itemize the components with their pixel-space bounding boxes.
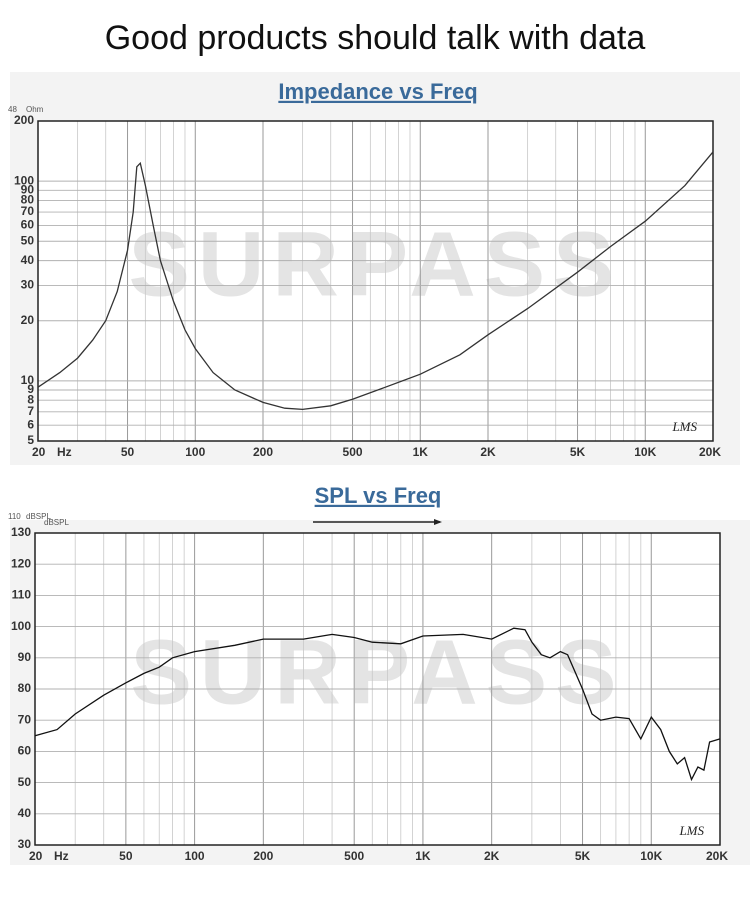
title: Impedance vs Freq: [278, 79, 477, 104]
x-tick-label: 500: [344, 849, 364, 863]
y-tick-label: 40: [21, 253, 35, 267]
x-tick-label: 10K: [640, 849, 662, 863]
y-tick-label: 90: [18, 650, 32, 664]
y-tick-label: 100: [11, 619, 31, 633]
corner-label: Ohm: [26, 105, 44, 114]
corner-label: dBSPL: [26, 512, 51, 521]
plot-frame: [37, 120, 714, 442]
y-tick-label: 20: [21, 313, 35, 327]
y-tick-label: 5: [27, 433, 34, 447]
x-unit: Hz: [57, 445, 72, 459]
y-tick-label: 80: [18, 681, 32, 695]
corner-label: dBSPL: [44, 518, 69, 527]
x-tick-label: 200: [253, 445, 273, 459]
x-tick-label: 20K: [706, 849, 728, 863]
x-tick-label: 200: [253, 849, 273, 863]
x-tick-label: 5K: [570, 445, 586, 459]
x-tick-label: 2K: [484, 849, 500, 863]
y-tick-label: 200: [14, 113, 34, 127]
x-tick-label: 50: [121, 445, 135, 459]
x-unit: Hz: [54, 849, 69, 863]
y-tick-label: 80: [21, 193, 35, 207]
watermark: SURPASS: [131, 621, 625, 723]
y-tick-label: 9: [27, 382, 34, 396]
y-tick-label: 50: [18, 775, 32, 789]
arrow-head: [434, 519, 442, 525]
y-tick-label: 30: [21, 278, 35, 292]
plot-frame: [34, 532, 721, 846]
header: Good products should talk with data: [105, 19, 646, 57]
y-tick-label: 6: [27, 417, 34, 431]
y-tick-label: 100: [14, 173, 34, 187]
y-tick-label: 8: [27, 392, 34, 406]
x-tick-label: 1K: [415, 849, 431, 863]
y-tick-label: 7: [27, 404, 34, 418]
x-tick-label: 100: [185, 445, 205, 459]
x-tick-label: 20: [32, 445, 46, 459]
y-tick-label: 120: [11, 556, 31, 570]
y-tick-label: 130: [11, 525, 31, 539]
x-tick-label: 1K: [413, 445, 429, 459]
corner-label: 48: [8, 105, 17, 114]
y-tick-label: 50: [21, 233, 35, 247]
x-tick-label: 2K: [480, 445, 496, 459]
y-tick-label: 70: [21, 204, 35, 218]
title: SPL vs Freq: [315, 483, 442, 508]
x-tick-label: 20K: [699, 445, 721, 459]
corner-label: 110: [8, 512, 21, 521]
y-tick-label: 110: [12, 588, 32, 602]
annotation: LMS: [678, 823, 704, 838]
y-tick-label: 30: [18, 837, 32, 851]
y-tick-label: 60: [18, 744, 32, 758]
x-tick-label: 500: [343, 445, 363, 459]
y-tick-label: 10: [21, 373, 35, 387]
annotation: LMS: [671, 419, 697, 434]
plot-area: [38, 121, 713, 441]
data-line: [37, 151, 714, 411]
x-tick-label: 10K: [634, 445, 656, 459]
y-tick-label: 40: [18, 806, 32, 820]
x-tick-label: 5K: [575, 849, 591, 863]
x-tick-label: 50: [119, 849, 133, 863]
x-tick-label: 20: [29, 849, 43, 863]
watermark: SURPASS: [129, 213, 623, 315]
x-tick-label: 100: [185, 849, 205, 863]
y-tick-label: 60: [21, 218, 35, 232]
y-tick-label: 90: [21, 182, 35, 196]
data-line: [34, 627, 721, 782]
y-tick-label: 70: [18, 712, 32, 726]
